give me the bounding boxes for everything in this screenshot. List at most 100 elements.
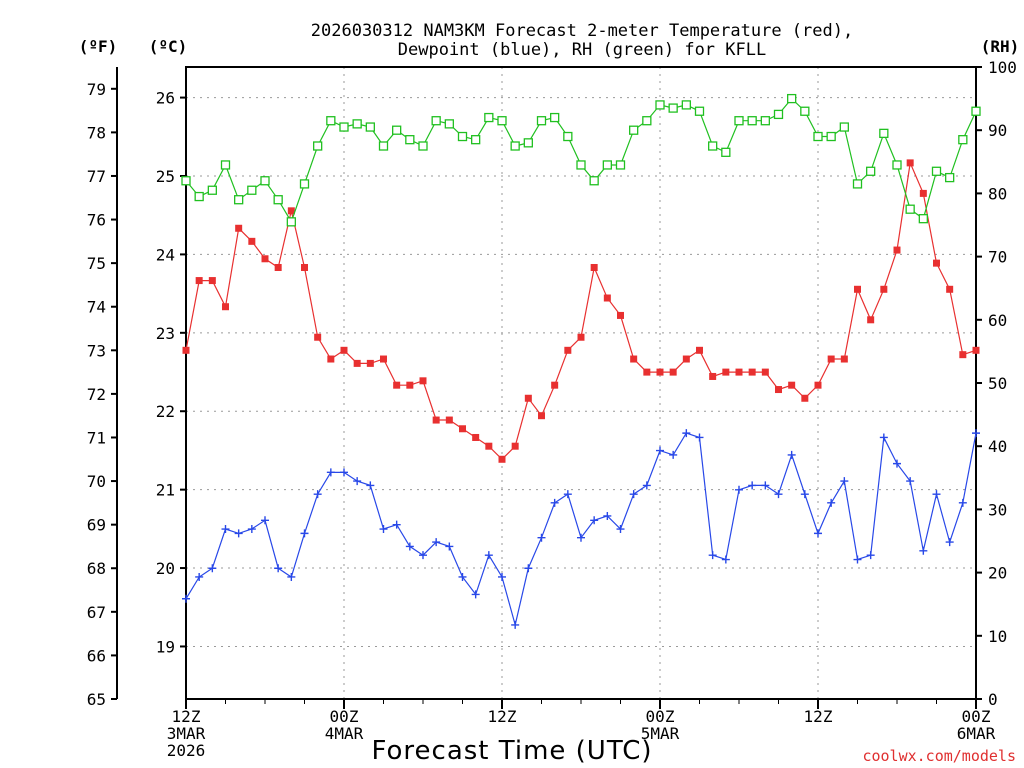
temperature-point (222, 303, 229, 311)
rh-point (563, 131, 573, 142)
temperature-point (459, 425, 466, 433)
rh-point (589, 176, 599, 186)
dewpoint-point (708, 551, 717, 560)
fahrenheit-tick-label: 66 (87, 646, 106, 665)
rh-point (655, 100, 665, 110)
rh-tick-label: 0 (988, 690, 998, 709)
dewpoint-point (405, 542, 414, 551)
fahrenheit-tick-label: 65 (87, 690, 106, 709)
temperature-point (406, 381, 414, 389)
dewpoint-point (919, 546, 928, 555)
dewpoint-line (185, 432, 977, 626)
rh-tick-label: 60 (988, 311, 1007, 330)
dewpoint-point (590, 516, 599, 525)
temperature-point (340, 346, 348, 354)
temperature-point (801, 394, 809, 402)
rh-tick-label: 40 (988, 437, 1007, 456)
fahrenheit-tick-label: 78 (87, 123, 106, 142)
series-dewpoint (182, 429, 980, 629)
temperature-point (854, 285, 861, 293)
rh-point (852, 179, 863, 189)
rh-point (839, 122, 849, 132)
rh-point (602, 160, 612, 170)
dewpoint-point (498, 572, 506, 581)
dewpoint-point (787, 450, 796, 459)
rh-point (392, 125, 402, 135)
gridlines (186, 67, 976, 699)
dewpoint-point (972, 429, 980, 438)
rh-point (760, 116, 770, 126)
celsius-tick-label: 21 (156, 481, 175, 500)
rh-point (694, 106, 705, 116)
temperature-point (287, 207, 295, 215)
dewpoint-point (208, 564, 217, 573)
temperature-point (656, 368, 664, 376)
celsius-tick-label: 25 (156, 167, 175, 186)
dewpoint-point (221, 525, 230, 534)
dewpoint-point (735, 485, 743, 494)
temperature-point (748, 368, 756, 376)
temperature-point (551, 381, 559, 389)
rh-tick-label: 10 (988, 627, 1007, 646)
chart-title-line-1: 2026030312 NAM3KM Forecast 2-meter Tempe… (311, 21, 853, 41)
rh-point (234, 195, 244, 205)
rh-point (866, 166, 876, 176)
dewpoint-point (616, 525, 625, 534)
rh-point (918, 214, 928, 224)
dewpoint-point (827, 498, 836, 507)
temperature-point (577, 333, 585, 341)
temperature-point (933, 259, 940, 267)
rh-point (286, 217, 296, 227)
rh-point (260, 176, 270, 186)
watermark: coolwx.com/models (862, 747, 1016, 765)
celsius-tick-label: 19 (156, 637, 175, 656)
fahrenheit-tick-label: 79 (87, 80, 106, 99)
rh-point (181, 176, 191, 186)
temperature-point (669, 368, 677, 376)
rh-point (326, 116, 336, 126)
rh-tick-label: 20 (988, 564, 1007, 583)
temperature-point (867, 316, 875, 324)
rh-point (497, 116, 507, 126)
temperature-point (709, 372, 717, 380)
dewpoint-point (511, 620, 520, 629)
temperature-point (827, 355, 835, 363)
chart-title-line-2: Dewpoint (blue), RH (green) for KFLL (398, 40, 766, 60)
temperature-point (327, 355, 335, 363)
fahrenheit-unit-label: (ºF) (79, 37, 118, 56)
temperature-point (775, 386, 782, 394)
time-tick-label: 12Z (172, 707, 201, 726)
dewpoint-point (669, 450, 678, 459)
temperature-point (959, 351, 967, 359)
rh-point (194, 191, 204, 202)
rh-point (207, 185, 217, 195)
fahrenheit-tick-label: 67 (87, 603, 106, 622)
temperature-point (788, 381, 796, 389)
temperature-point (511, 442, 519, 450)
dewpoint-point (300, 529, 309, 538)
rh-point (576, 160, 586, 170)
temperature-point (972, 346, 980, 354)
celsius-unit-label: (ºC) (149, 37, 188, 56)
rh-point (484, 112, 494, 123)
dewpoint-point (195, 572, 204, 581)
rh-point (523, 138, 533, 148)
rh-point (958, 135, 968, 145)
temperature-point (564, 346, 572, 354)
rh-point (220, 160, 231, 170)
dewpoint-point (326, 468, 335, 477)
dewpoint-point (866, 551, 875, 560)
dewpoint-point (853, 555, 862, 564)
rh-point (734, 116, 744, 126)
temperature-point (814, 381, 822, 389)
fahrenheit-tick-label: 68 (87, 559, 106, 578)
dewpoint-point (682, 429, 691, 438)
temperature-point (682, 355, 690, 363)
temperature-point (630, 355, 638, 363)
time-tick-label: 4MAR (325, 724, 364, 743)
temperature-point (919, 189, 927, 197)
rh-point (931, 166, 942, 176)
rh-point (431, 116, 441, 126)
rh-point (313, 141, 323, 151)
